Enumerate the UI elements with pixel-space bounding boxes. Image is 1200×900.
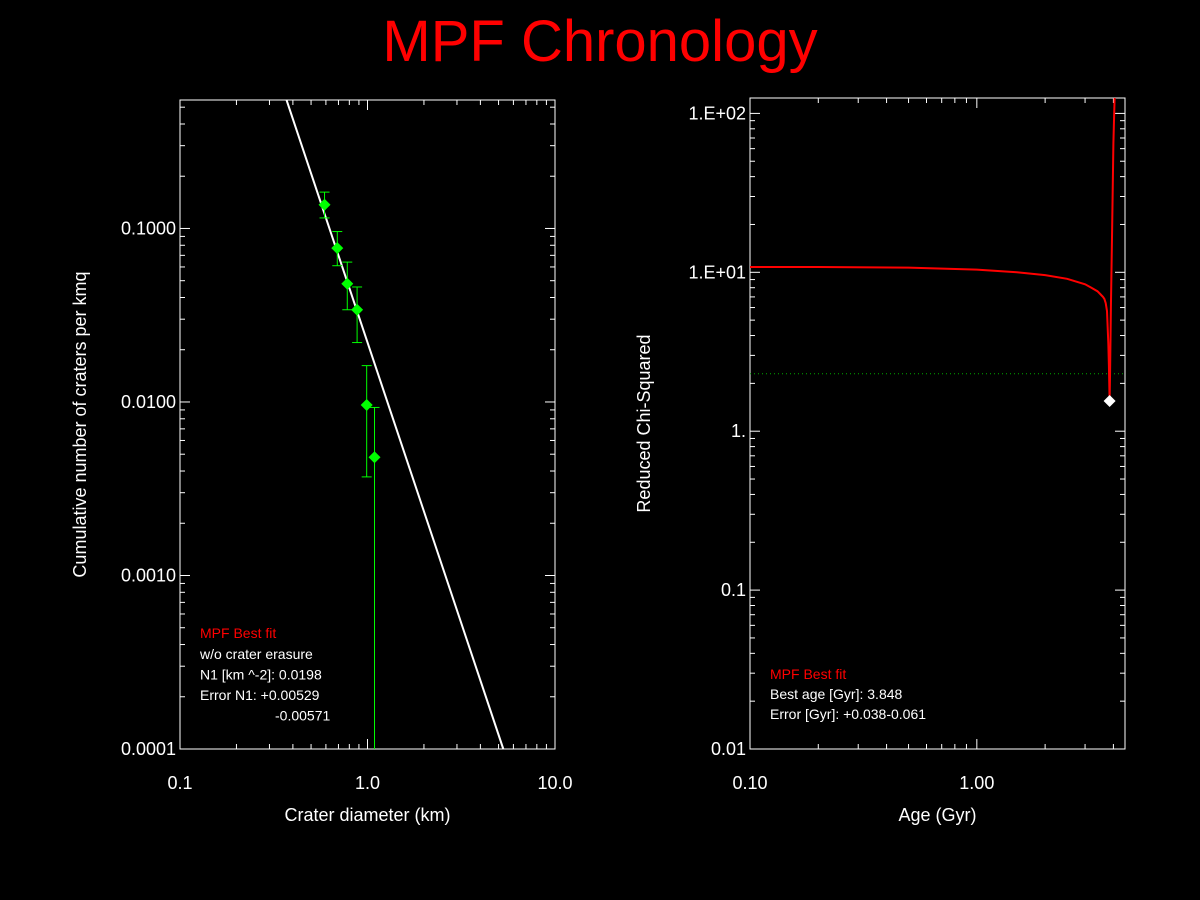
y-tick-label: 1. xyxy=(731,421,746,441)
y-axis-label: Reduced Chi-Squared xyxy=(634,334,654,512)
data-point xyxy=(351,303,364,316)
y-tick-label: 0.1 xyxy=(721,580,746,600)
x-tick-label: 1.0 xyxy=(355,773,380,793)
y-axis-label: Cumulative number of craters per kmq xyxy=(70,271,90,577)
legend-line: w/o crater erasure xyxy=(199,646,313,662)
legend: MPF Best fit w/o crater erasure N1 [km ^-2… xyxy=(199,625,330,724)
legend-heading: MPF Best fit xyxy=(770,666,846,682)
y-tick-label: 0.0100 xyxy=(121,392,176,412)
data-point xyxy=(368,451,381,464)
plot-frame xyxy=(749,97,1126,750)
best-age-marker xyxy=(1103,394,1116,407)
data-point xyxy=(331,242,344,255)
x-tick-label: 1.00 xyxy=(959,773,994,793)
legend: MPF Best fit Best age [Gyr]: 3.848 Error [… xyxy=(770,666,926,722)
y-tick-label: 0.0001 xyxy=(121,739,176,759)
chi-squared-plot: 0.10 1.00 0.01 0.1 1. 1.E+01 1.E+02 Age (Gyr) Re… xyxy=(634,97,1126,825)
crater-size-frequency-plot: 0.1 1.0 10.0 0.0001 0.0010 0.0100 0.1000 Crater… xyxy=(70,99,573,825)
x-axis-label: Age (Gyr) xyxy=(898,805,976,825)
legend-heading: MPF Best fit xyxy=(200,625,276,641)
fit-line xyxy=(285,99,505,750)
y-tick-label: 0.01 xyxy=(711,739,746,759)
data-point xyxy=(341,277,354,290)
y-tick-label: 0.1000 xyxy=(121,218,176,238)
x-tick-label: 0.10 xyxy=(732,773,767,793)
y-tick-label: 1.E+02 xyxy=(688,103,746,123)
y-tick-label: 1.E+01 xyxy=(688,262,746,282)
x-tick-label: 10.0 xyxy=(537,773,572,793)
x-axis-label: Crater diameter (km) xyxy=(284,805,450,825)
legend-line: -0.00571 xyxy=(275,708,330,724)
legend-line: Error [Gyr]: +0.038-0.061 xyxy=(770,706,926,722)
legend-line: Best age [Gyr]: 3.848 xyxy=(770,686,903,702)
page-title: MPF Chronology xyxy=(382,9,818,74)
legend-line: N1 [km ^-2]: 0.0198 xyxy=(200,667,322,683)
y-tick-label: 0.0010 xyxy=(121,565,176,585)
data-point xyxy=(318,198,331,211)
chi-squared-curve xyxy=(750,97,1116,402)
data-point xyxy=(360,399,373,412)
x-tick-label: 0.1 xyxy=(167,773,192,793)
legend-line: Error N1: +0.00529 xyxy=(200,687,320,703)
